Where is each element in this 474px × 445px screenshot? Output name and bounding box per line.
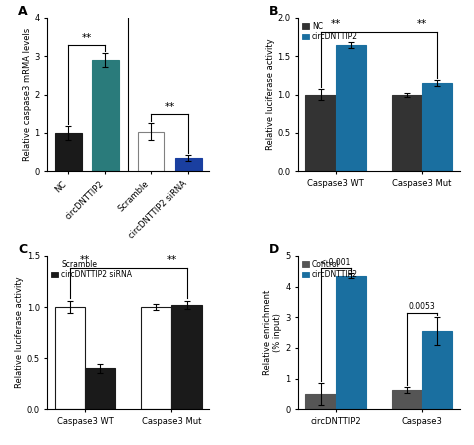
Y-axis label: Relative caspase3 mRMA levels: Relative caspase3 mRMA levels [23, 28, 32, 161]
Text: **: ** [82, 33, 92, 43]
Text: < 0.001: < 0.001 [320, 258, 351, 267]
Text: B: B [269, 5, 278, 18]
Legend: Control, circDNTTIP2: Control, circDNTTIP2 [302, 259, 358, 279]
Legend: NC, circDNTTIP2: NC, circDNTTIP2 [302, 22, 358, 41]
Text: **: ** [80, 255, 90, 265]
Text: **: ** [166, 255, 177, 265]
Text: **: ** [330, 19, 341, 29]
Text: A: A [18, 5, 28, 18]
Bar [55, 133, 82, 171]
Bar [336, 44, 366, 171]
Bar [336, 276, 366, 409]
Text: C: C [18, 243, 27, 256]
Bar [422, 331, 452, 409]
Bar [305, 394, 336, 409]
Legend: Scramble, circDNTTIP2 siRNA: Scramble, circDNTTIP2 siRNA [51, 259, 132, 279]
Text: 0.0053: 0.0053 [409, 302, 436, 311]
Text: D: D [269, 243, 279, 256]
Bar [92, 60, 119, 171]
Text: **: ** [417, 19, 427, 29]
Bar [305, 95, 336, 171]
Bar [422, 83, 452, 171]
Bar [141, 307, 172, 409]
Text: **: ** [164, 102, 175, 112]
Bar [392, 390, 422, 409]
Bar [137, 132, 164, 171]
Y-axis label: Relative enrichment
(% input): Relative enrichment (% input) [263, 290, 283, 375]
Bar [85, 368, 115, 409]
Bar [175, 158, 202, 171]
Bar [392, 95, 422, 171]
Y-axis label: Relative luciferase activity: Relative luciferase activity [15, 277, 24, 388]
Bar [55, 307, 85, 409]
Bar [172, 305, 202, 409]
Y-axis label: Relative luciferase activity: Relative luciferase activity [265, 39, 274, 150]
